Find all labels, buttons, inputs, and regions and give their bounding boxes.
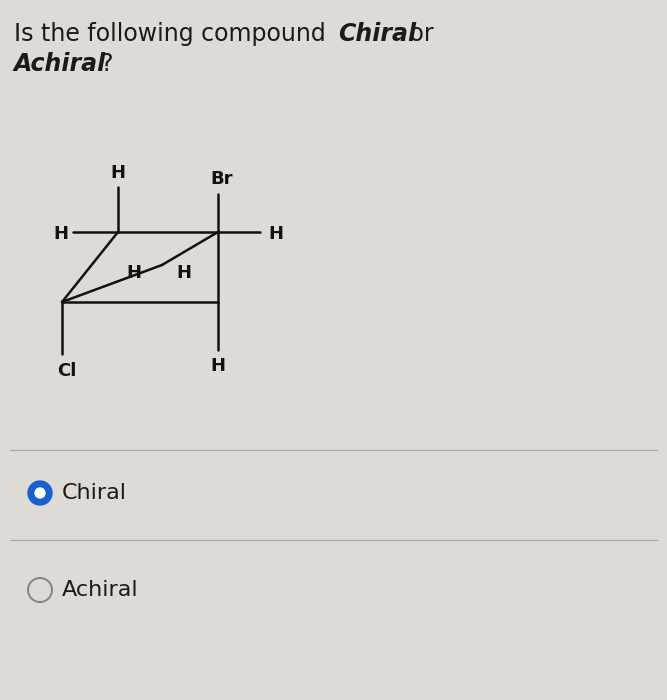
Text: H: H xyxy=(111,164,125,182)
Text: ?: ? xyxy=(100,52,113,76)
Text: H: H xyxy=(211,357,225,375)
Text: Chiral: Chiral xyxy=(62,483,127,503)
Text: H: H xyxy=(127,264,141,282)
Text: Achiral: Achiral xyxy=(62,580,139,600)
Text: Chiral: Chiral xyxy=(338,22,416,46)
Text: H: H xyxy=(268,225,283,243)
Text: H: H xyxy=(177,264,191,282)
Circle shape xyxy=(28,481,52,505)
Text: H: H xyxy=(53,225,68,243)
Text: or: or xyxy=(402,22,434,46)
Text: Cl: Cl xyxy=(57,362,77,380)
Text: Is the following compound: Is the following compound xyxy=(14,22,334,46)
Text: Br: Br xyxy=(210,170,233,188)
Text: Achiral: Achiral xyxy=(14,52,106,76)
Circle shape xyxy=(35,488,45,498)
